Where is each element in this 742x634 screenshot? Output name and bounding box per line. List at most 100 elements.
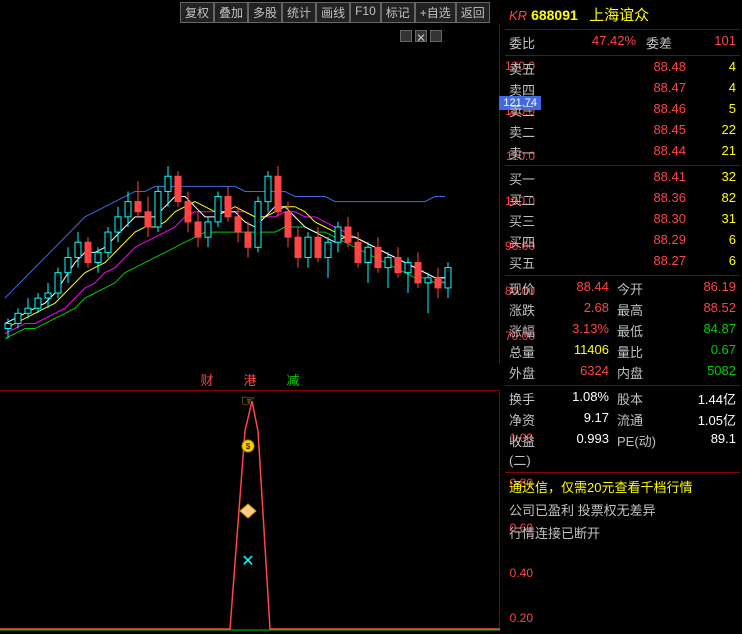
info-row: 净资9.17流通1.05亿 [505,409,740,430]
order-label: 卖四 [509,80,549,99]
order-vol: 6 [686,253,736,272]
diff-label: 委差 [646,33,686,52]
info-row: 外盘6324 内盘5082 [505,362,740,383]
order-price: 88.45 [549,122,686,141]
order-price: 88.47 [549,80,686,99]
info-label2: 最低 [617,321,657,340]
info-label2: 股本 [617,389,657,408]
info-row: 换手1.08% 股本1.44亿 [505,388,740,409]
info-label: 换手 [509,389,549,408]
info-val2: 89.1 [657,431,736,469]
order-row: 买三88.3031 [505,210,740,231]
info-label: 外盘 [509,363,549,382]
info-val2: 5082 [657,363,736,382]
info-label2: 最高 [617,300,657,319]
order-price: 88.36 [549,190,686,209]
info-val2: 1.44亿 [657,389,736,408]
info-val: 1.08% [549,389,609,408]
toolbar-复权[interactable]: 复权 [180,2,214,23]
info-row: 收益(二)0.993PE(动)89.1 [505,430,740,470]
order-vol: 4 [686,59,736,78]
order-row: 买五88.276 [505,252,740,273]
order-vol: 21 [686,143,736,162]
diff-value: 101 [686,33,736,52]
order-row: 卖四88.474 [505,79,740,100]
quote-panel: KR688091 上海谊众 委比 47.42% 委差 101 卖五88.484卖… [505,2,740,544]
toolbar-画线[interactable]: 画线 [316,2,350,23]
order-row: 买一88.4132 [505,168,740,189]
order-price: 88.46 [549,101,686,120]
info-row: 涨跌2.68最高88.52 [505,299,740,320]
indicator-chart[interactable]: ☞$✕ 1.000.800.600.400.20 [0,390,500,630]
info-val2: 1.05亿 [657,410,736,429]
stock-code: 688091 [531,7,578,23]
info-row: 现价88.44 今开86.19 [505,278,740,299]
toolbar-F10[interactable]: F10 [350,2,381,23]
info-label: 净资 [509,410,549,429]
toolbar-统计[interactable]: 统计 [282,2,316,23]
info-label2: 内盘 [617,363,657,382]
toolbar-叠加[interactable]: 叠加 [214,2,248,23]
info-val2: 86.19 [657,279,736,298]
code-prefix: KR [509,8,527,23]
order-label: 买四 [509,232,549,251]
order-label: 买一 [509,169,549,188]
toolbar-标记[interactable]: 标记 [381,2,415,23]
order-vol: 32 [686,169,736,188]
info-val: 6324 [549,363,609,382]
status-message: 行情连接已断开 [505,521,740,544]
order-label: 买三 [509,211,549,230]
ratio-label: 委比 [509,33,549,52]
order-price: 88.48 [549,59,686,78]
svg-text:$: $ [246,442,251,451]
bottom-label: 港 [243,373,256,388]
info-val2: 84.87 [657,321,736,340]
order-price: 88.29 [549,232,686,251]
ratio-row: 委比 47.42% 委差 101 [505,32,740,53]
order-price: 88.44 [549,143,686,162]
bottom-label: 减 [287,373,300,388]
info-label2: 今开 [617,279,657,298]
order-row: 卖二88.4522 [505,121,740,142]
info-label2: PE(动) [617,431,657,469]
status-message: 公司已盈利 投票权无差异 [505,498,740,521]
info-row: 总量11406量比0.67 [505,341,740,362]
info-val: 3.13% [549,321,609,340]
toolbar-+自选[interactable]: +自选 [415,2,456,23]
order-price: 88.27 [549,253,686,272]
stock-header: KR688091 上海谊众 [505,2,740,27]
info-label2: 流通 [617,410,657,429]
notice[interactable]: 通达信，仅需20元查看千档行情 [505,475,740,498]
order-vol: 6 [686,232,736,251]
info-label: 现价 [509,279,549,298]
ind-tick: 0.40 [510,566,533,580]
order-price: 88.41 [549,169,686,188]
ind-tick: 0.20 [510,611,533,625]
order-vol: 4 [686,80,736,99]
order-label: 买二 [509,190,549,209]
ratio-value: 47.42% [549,33,636,52]
candlestick-chart[interactable]: 130.0120.0110.0100.090.0080.0070.00 121.… [0,24,500,364]
info-val: 2.68 [549,300,609,319]
order-label: 卖三 [509,101,549,120]
toolbar: 复权叠加多股统计画线F10标记+自选返回 [180,2,490,23]
info-row: 涨幅3.13%最低84.87 [505,320,740,341]
toolbar-返回[interactable]: 返回 [456,2,490,23]
order-row: 卖一88.4421 [505,142,740,163]
chart-bottom-labels: 财港减 [0,370,500,389]
info-label2: 量比 [617,342,657,361]
order-vol: 82 [686,190,736,209]
svg-text:✕: ✕ [241,553,254,570]
order-row: 卖五88.484 [505,58,740,79]
order-row: 买二88.3682 [505,189,740,210]
info-val: 0.993 [549,431,609,469]
order-row: 买四88.296 [505,231,740,252]
info-val: 88.44 [549,279,609,298]
order-vol: 5 [686,101,736,120]
order-label: 卖一 [509,143,549,162]
toolbar-多股[interactable]: 多股 [248,2,282,23]
info-label: 总量 [509,342,549,361]
order-price: 88.30 [549,211,686,230]
info-label: 涨跌 [509,300,549,319]
info-val: 11406 [549,342,609,361]
